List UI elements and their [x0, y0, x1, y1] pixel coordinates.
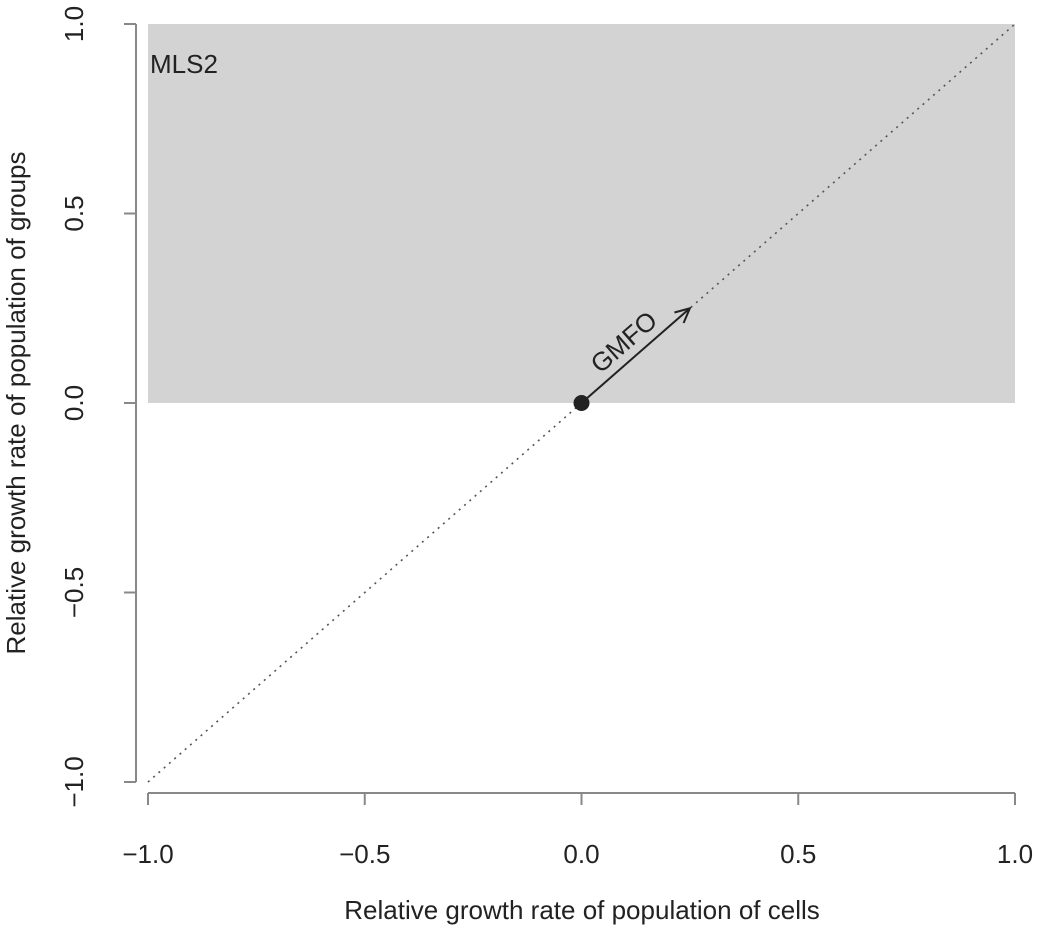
- x-tick-label: −0.5: [339, 839, 390, 869]
- x-tick-label: −1.0: [122, 839, 173, 869]
- x-tick-label: 0.5: [780, 839, 816, 869]
- y-tick-label: −1.0: [59, 756, 89, 807]
- point: [573, 395, 590, 411]
- x-tick-label: 0.0: [563, 839, 599, 869]
- x-tick-label: 1.0: [997, 839, 1033, 869]
- y-tick-label: 0.0: [59, 385, 89, 421]
- y-tick-label: −0.5: [59, 567, 89, 618]
- y-tick-label: 1.0: [59, 6, 89, 42]
- arrow: [580, 307, 691, 404]
- x-axis-label: Relative growth rate of population of ce…: [344, 895, 820, 925]
- arrow-head: [674, 306, 692, 324]
- y-axis-label: Relative growth rate of population of gr…: [1, 152, 31, 655]
- region-label: MLS2: [150, 49, 218, 79]
- shaded-region: [148, 24, 1015, 403]
- y-tick-label: 0.5: [59, 195, 89, 231]
